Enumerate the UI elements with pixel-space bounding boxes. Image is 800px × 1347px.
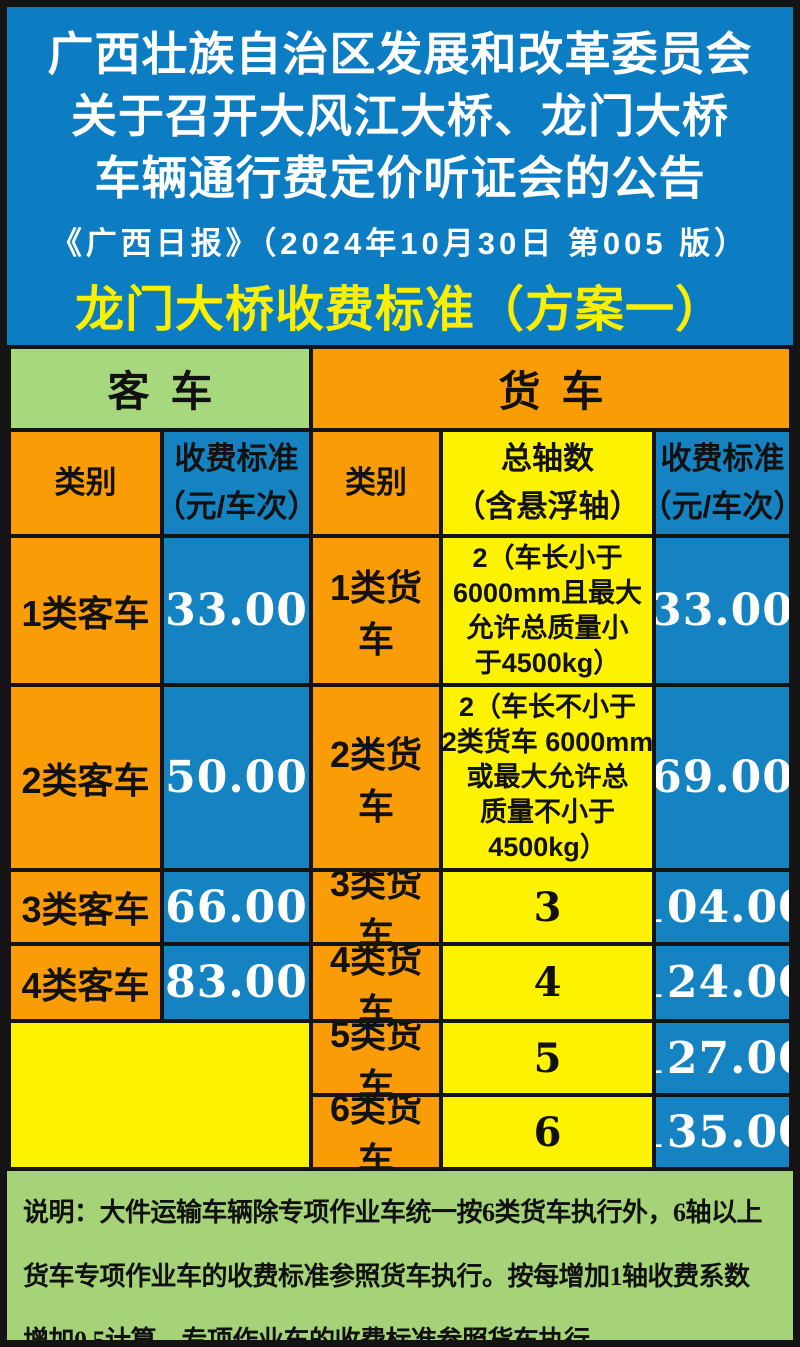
bus-empty-merged-cell [11, 1023, 309, 1168]
bus-class3-fee: 66.00 [164, 872, 309, 943]
truck-class1-label: 1类货车 [313, 538, 439, 684]
poster-header: 广西壮族自治区发展和改革委员会 关于召开大风江大桥、龙门大桥 车辆通行费定价听证… [7, 7, 793, 345]
truck-class5-fee: 127.00 [656, 1023, 789, 1094]
bus-class4-label: 4类客车 [11, 946, 160, 1020]
col-header-bus-fee: 收费标准 （元/车次） [164, 432, 309, 535]
bus-class4-fee: 83.00 [164, 946, 309, 1020]
explanatory-note: 说明：大件运输车辆除专项作业车统一按6类货车执行外，6轴以上 货车专项作业车的收… [7, 1171, 793, 1340]
truck-class5-axles: 5 [443, 1023, 652, 1094]
truck-class2-axles: 2（车长不小于 2类货车 6000mm 或最大允许总 质量不小于 4500kg） [443, 687, 652, 869]
bus-class3-label: 3类客车 [11, 872, 160, 943]
truck-class3-fee: 104.00 [656, 872, 789, 943]
title-line-3: 车辆通行费定价听证会的公告 [94, 152, 706, 205]
newspaper-source-line: 《广西日报》（2024年10月30日 第005 版） [50, 226, 750, 262]
truck-class6-fee: 135.00 [656, 1097, 789, 1168]
group-header-truck: 货车 [313, 349, 789, 429]
col-header-truck-fee: 收费标准 （元/车次） [656, 432, 789, 535]
toll-plan-subtitle: 龙门大桥收费标准（方案一） [74, 283, 725, 338]
truck-class1-axles: 2（车长小于 6000mm且最大 允许总质量小 于4500kg） [443, 538, 652, 684]
title-line-1: 广西壮族自治区发展和改革委员会 [47, 28, 753, 80]
truck-class6-axles: 6 [443, 1097, 652, 1168]
truck-class4-label: 4类货车 [313, 946, 439, 1020]
col-header-truck-category: 类别 [313, 432, 439, 535]
truck-class2-fee: 69.00 [656, 687, 789, 869]
truck-class4-fee: 124.00 [656, 946, 789, 1020]
truck-class1-fee: 33.00 [656, 538, 789, 684]
truck-class6-label: 6类货车 [313, 1097, 439, 1168]
truck-class3-label: 3类货车 [313, 872, 439, 943]
truck-class2-label: 2类货车 [313, 687, 439, 869]
col-header-axles: 总轴数 （含悬浮轴） [443, 432, 652, 535]
bus-class2-fee: 50.00 [164, 687, 309, 869]
bus-class1-label: 1类客车 [11, 538, 160, 684]
bus-class1-fee: 33.00 [164, 538, 309, 684]
bus-class2-label: 2类客车 [11, 687, 160, 869]
group-header-bus: 客车 [11, 349, 309, 429]
col-header-bus-category: 类别 [11, 432, 160, 535]
title-line-2: 关于召开大风江大桥、龙门大桥 [71, 90, 729, 143]
toll-fee-table: 客车 货车 类别 收费标准 （元/车次） 类别 总轴数 （含悬浮轴） 收费标准 … [7, 345, 793, 1172]
truck-class5-label: 5类货车 [313, 1023, 439, 1094]
truck-class3-axles: 3 [443, 872, 652, 943]
truck-class4-axles: 4 [443, 946, 652, 1020]
